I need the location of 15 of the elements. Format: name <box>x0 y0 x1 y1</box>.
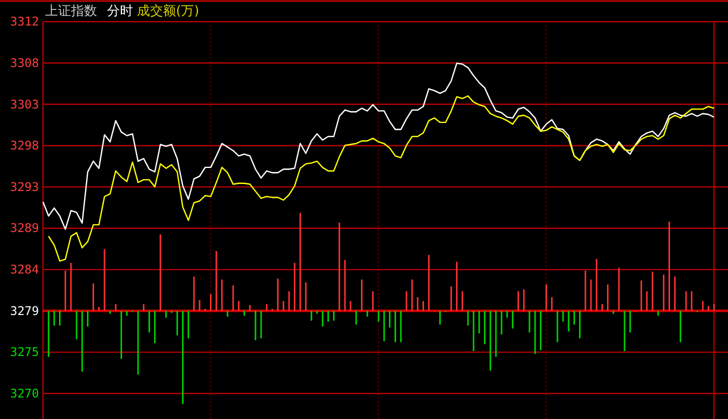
line-series <box>48 95 715 262</box>
annotation: 成交额(万) <box>137 3 200 19</box>
y-tick-label: 3284 <box>10 262 39 277</box>
y-tick-label: 3293 <box>10 180 39 194</box>
y-tick-label: 3289 <box>10 221 39 236</box>
y-tick-label: 3275 <box>10 345 39 360</box>
y-tick-label: 3270 <box>10 386 39 400</box>
y-tick-label: 3308 <box>10 56 39 70</box>
y-tick-label: 3279 <box>10 304 39 318</box>
chart-title: 上证指数 <box>45 4 97 19</box>
line-series <box>42 62 715 230</box>
y-tick-label: 3298 <box>10 138 39 153</box>
y-tick-label: 3312 <box>10 14 39 29</box>
chart-subtitle: 分时 <box>107 4 133 19</box>
y-tick-label: 3303 <box>10 97 39 112</box>
